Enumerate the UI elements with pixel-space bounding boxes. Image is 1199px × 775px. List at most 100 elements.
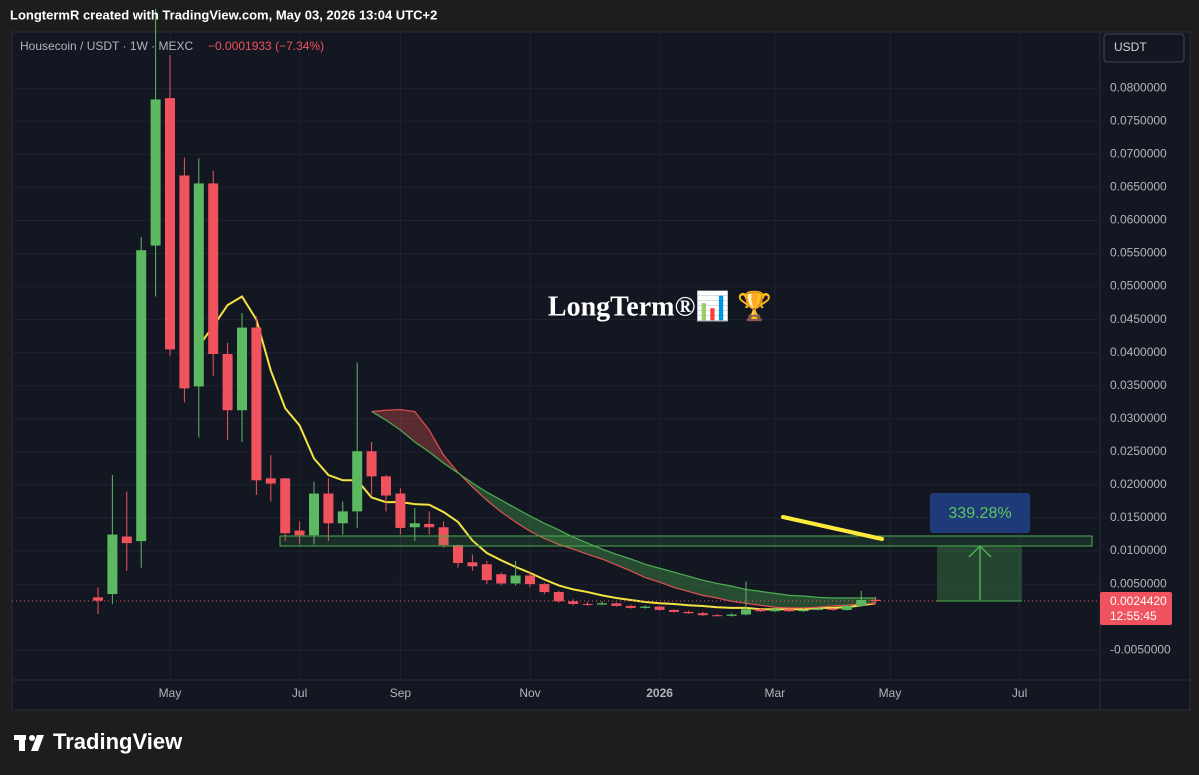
y-tick-label: 0.0300000 — [1110, 411, 1167, 425]
candle-body — [669, 609, 679, 612]
currency-label[interactable]: USDT — [1114, 40, 1147, 54]
candle-body — [222, 354, 233, 411]
y-tick-label: 0.0200000 — [1110, 477, 1167, 491]
caption: LongtermR created with TradingView.com, … — [10, 7, 437, 22]
cloud-fill — [760, 591, 775, 608]
cloud-fill — [702, 580, 718, 599]
cloud-fill — [414, 411, 430, 452]
logo-part — [29, 735, 35, 741]
candle-body — [798, 609, 809, 612]
candle-body — [193, 183, 204, 387]
drawings: 339.28% LongTerm®📊 🏆 — [279, 289, 1093, 602]
y-tick-label: 0.0400000 — [1110, 345, 1167, 359]
indicator-line — [371, 408, 876, 609]
candle-body — [424, 523, 435, 528]
candle-body — [769, 609, 780, 612]
cloud-fill — [688, 576, 703, 596]
plot — [12, 8, 1100, 617]
candle-body — [280, 478, 291, 534]
candle-body — [323, 493, 334, 524]
y-tick-label: 0.0150000 — [1110, 510, 1167, 524]
candle-body — [697, 613, 708, 616]
candle-body — [597, 603, 607, 605]
countdown: 12:55:45 — [1110, 609, 1157, 623]
support-zone — [279, 535, 1093, 547]
cloud-fill — [616, 554, 631, 571]
price-change: −0.0001933 (−7.34%) — [208, 39, 324, 53]
candle-body — [712, 615, 723, 617]
measure-label: 339.28% — [948, 505, 1011, 522]
candle-body — [352, 451, 363, 512]
cloud-fill — [558, 529, 574, 550]
logo-part — [19, 735, 25, 751]
x-tick-label: Mar — [764, 686, 785, 700]
candle-body — [107, 534, 118, 595]
cloud-fill — [674, 572, 689, 592]
candle-body — [294, 530, 305, 536]
candle-body — [409, 523, 420, 528]
candle-body — [654, 606, 665, 610]
candle-body — [453, 545, 463, 563]
y-tick-label: 0.0600000 — [1110, 213, 1167, 227]
measure-arrowhead — [968, 544, 992, 558]
cloud-fill — [717, 583, 732, 602]
candle-body — [136, 250, 147, 542]
price-label-box — [1100, 592, 1172, 626]
symbol-info: Housecoin / USDT · 1W · MEXC — [20, 39, 193, 53]
cloud-fill — [400, 409, 415, 442]
candle-body — [553, 592, 564, 602]
y-tick-label: 0.0700000 — [1110, 146, 1167, 160]
candle-body — [395, 493, 406, 528]
cloud-fill — [515, 508, 530, 532]
currency-button[interactable] — [1103, 33, 1185, 63]
grid — [12, 32, 1100, 680]
cloud-fill — [832, 598, 847, 606]
candle-body — [179, 175, 190, 389]
candle-body — [755, 609, 766, 612]
candle-body — [208, 183, 219, 355]
candle-body — [381, 476, 391, 496]
y-tick-label: 0.0650000 — [1110, 180, 1167, 194]
candle-body — [582, 603, 593, 605]
candle-body — [813, 608, 823, 610]
y-tick-label: 0.0450000 — [1110, 312, 1167, 326]
candle-body — [726, 614, 737, 616]
x-tick-label: 2026 — [646, 686, 673, 700]
chart-pane — [11, 31, 1191, 711]
candle-body — [741, 609, 751, 615]
candle-body — [150, 99, 161, 246]
cloud-fill — [774, 593, 790, 608]
x-tick-label: Jul — [292, 686, 307, 700]
y-tick-label: 0.0050000 — [1110, 576, 1167, 590]
candle-body — [568, 601, 579, 604]
cloud-fill — [602, 549, 617, 565]
x-tick-label: Jul — [1012, 686, 1027, 700]
candle-body — [683, 611, 694, 614]
y-tick-label: 0.0750000 — [1110, 113, 1167, 127]
candle-body — [251, 327, 262, 481]
candle-body — [121, 536, 132, 544]
cloud-fill — [731, 586, 746, 604]
candle-body — [366, 451, 377, 477]
cloud-fill — [803, 596, 818, 608]
candle-body — [640, 606, 651, 608]
candle-body — [496, 574, 507, 584]
candle-body — [165, 98, 175, 350]
cloud-fill — [472, 482, 487, 501]
x-tick-label: Nov — [519, 686, 540, 700]
candle-body — [841, 605, 852, 610]
x-tick-label: May — [879, 686, 902, 700]
candle-body — [510, 575, 521, 584]
x-tick-label: Sep — [390, 686, 412, 700]
cloud-fill — [818, 597, 833, 608]
candle-body — [625, 605, 636, 608]
candle-body — [784, 609, 795, 612]
cloud-fill — [659, 568, 674, 588]
candle-body — [237, 327, 247, 411]
candle-body — [467, 562, 478, 567]
candle-body — [525, 575, 535, 585]
y-tick-label: 0.0800000 — [1110, 80, 1167, 94]
y-tick-label: 0.0250000 — [1110, 444, 1167, 458]
candle-body — [337, 511, 348, 524]
